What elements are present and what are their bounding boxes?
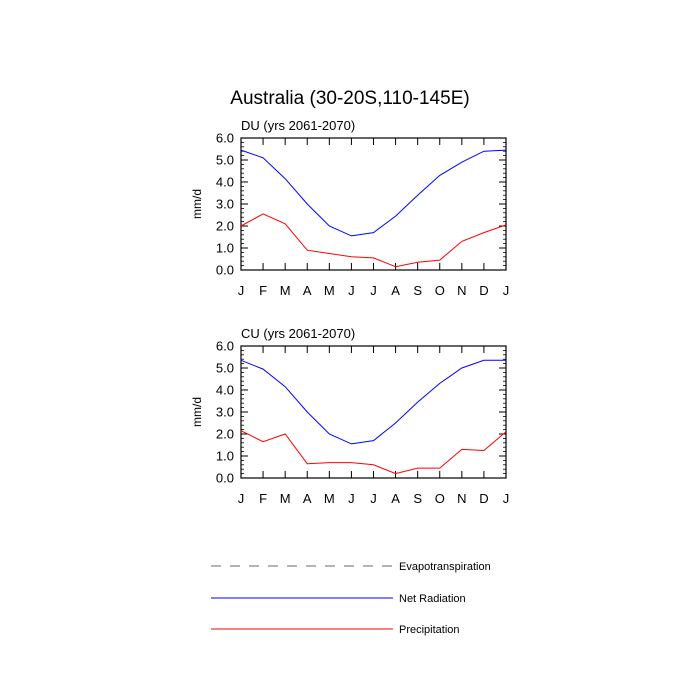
x-tick-label: J <box>238 491 245 506</box>
y-tick-label: 3.0 <box>216 405 234 420</box>
y-tick-label: 2.0 <box>216 219 234 234</box>
legend: Evapotranspiration Net Radiation Precipita… <box>211 561 491 636</box>
x-tick-label: J <box>238 283 245 298</box>
y-tick-label: 2.0 <box>216 427 234 442</box>
series-line-precipitation <box>240 213 507 268</box>
x-tick-label: S <box>413 491 422 506</box>
y-axis-label: mm/d <box>190 397 204 427</box>
x-tick-label: A <box>303 491 312 506</box>
series-line-precipitation <box>240 430 507 475</box>
x-tick-label: M <box>324 283 335 298</box>
y-tick-label: 4.0 <box>216 383 234 398</box>
y-axis-label: mm/d <box>190 189 204 219</box>
legend-label: Evapotranspiration <box>399 561 491 573</box>
x-tick-label: F <box>259 283 267 298</box>
x-tick-label: J <box>348 283 355 298</box>
y-tick-label: 6.0 <box>216 131 234 146</box>
series-line-net-radiation <box>240 359 506 445</box>
x-tick-label: M <box>280 491 291 506</box>
figure-title: Australia (30-20S,110-145E) <box>230 88 469 109</box>
y-tick-label: 3.0 <box>216 197 234 212</box>
plot-frame <box>240 345 507 479</box>
x-tick-label: J <box>348 491 355 506</box>
x-tick-label: J <box>370 283 377 298</box>
y-tick-label: 4.0 <box>216 175 234 190</box>
legend-label: Precipitation <box>399 624 460 636</box>
panel-subtitle: DU (yrs 2061-2070) <box>241 118 355 133</box>
y-tick-label: 0.0 <box>216 263 234 278</box>
x-tick-label: A <box>391 491 400 506</box>
x-tick-label: J <box>503 283 510 298</box>
y-tick-label: 6.0 <box>216 339 234 354</box>
x-tick-label: A <box>303 283 312 298</box>
panel-subtitle: CU (yrs 2061-2070) <box>241 326 355 341</box>
x-tick-label: J <box>503 491 510 506</box>
chart-panel-1: DU (yrs 2061-2070) mm/d 0.0 1.0 2.0 3.0 4.0 5.0… <box>190 118 509 298</box>
plot-frame <box>240 137 507 271</box>
x-tick-label: S <box>413 283 422 298</box>
x-tick-label: N <box>457 491 466 506</box>
x-tick-label: A <box>391 283 400 298</box>
y-tick-label: 5.0 <box>216 361 234 376</box>
series-line-net-radiation <box>240 149 507 237</box>
x-tick-label: F <box>259 491 267 506</box>
x-tick-label: N <box>457 283 466 298</box>
chart-panels: DU (yrs 2061-2070) mm/d 0.0 1.0 2.0 3.0 4.0 5.0… <box>190 118 509 506</box>
legend-label: Net Radiation <box>399 593 466 605</box>
y-tick-label: 1.0 <box>216 449 234 464</box>
y-tick-label: 1.0 <box>216 241 234 256</box>
x-tick-label: D <box>479 283 488 298</box>
x-tick-label: M <box>280 283 291 298</box>
y-tick-label: 5.0 <box>216 153 234 168</box>
x-tick-label: O <box>435 283 445 298</box>
chart-panel-2: CU (yrs 2061-2070) mm/d 0.0 1.0 2.0 3.0 4.0 5.0… <box>190 326 509 506</box>
x-tick-label: M <box>324 491 335 506</box>
x-tick-label: J <box>370 491 377 506</box>
x-tick-label: O <box>435 491 445 506</box>
y-tick-label: 0.0 <box>216 471 234 486</box>
x-tick-label: D <box>479 491 488 506</box>
